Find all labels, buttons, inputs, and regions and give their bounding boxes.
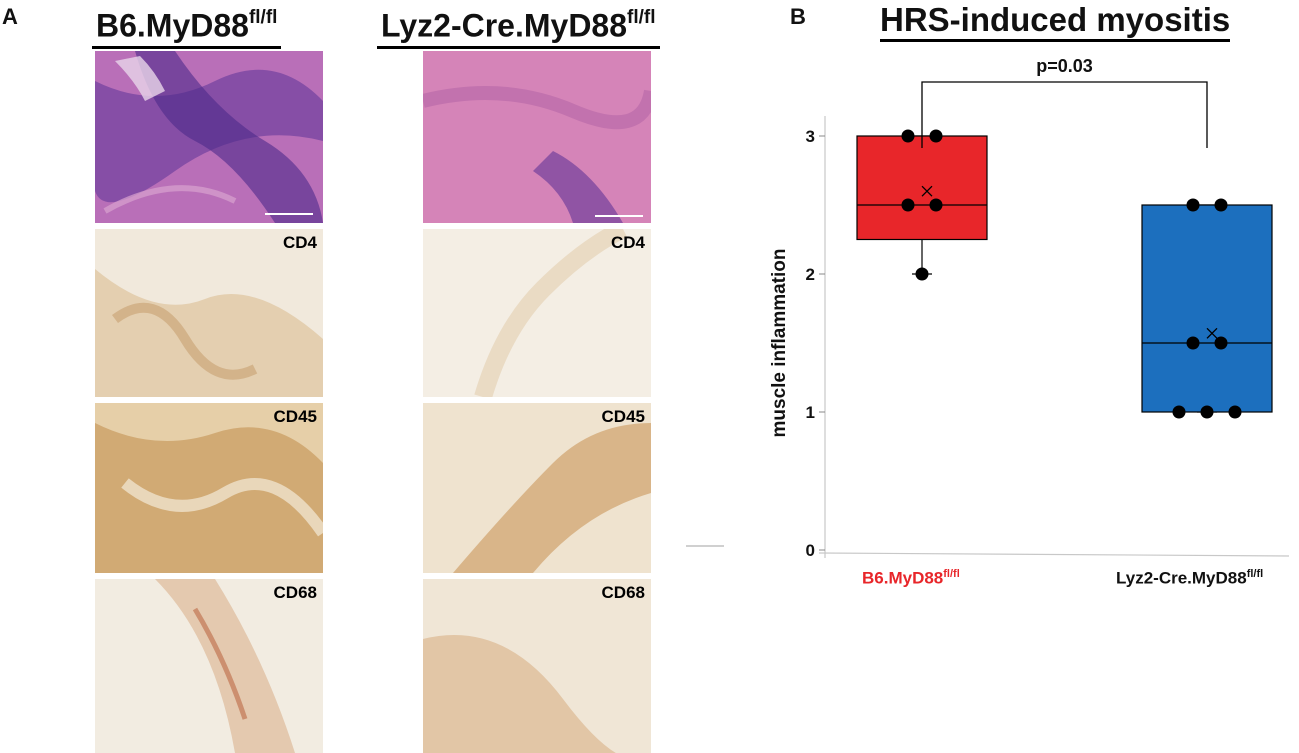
stain-label: CD68 [601, 583, 645, 602]
column-title-sup: fl/fl [248, 7, 278, 28]
he-stain-image-b6 [95, 51, 323, 223]
data-point [1172, 405, 1186, 419]
stain-label: CD4 [610, 233, 645, 252]
stain-label: CD4 [282, 233, 317, 252]
data-point [1214, 198, 1228, 212]
data-point [915, 267, 929, 281]
mean-marker [921, 185, 933, 197]
x-category-main: B6.MyD88 [862, 568, 944, 588]
chart-title: HRS-induced myositis [880, 2, 1231, 42]
y-tick-label: 1 [806, 403, 815, 422]
column-title-main: Lyz2-Cre.MyD88 [381, 7, 628, 44]
stain-label: CD45 [273, 407, 317, 426]
y-tick-label: 0 [806, 541, 815, 560]
data-point [1200, 405, 1214, 419]
x-category-main: Lyz2-Cre.MyD88 [1116, 568, 1247, 588]
he-stain-image-lyz2 [423, 51, 651, 223]
x-category-label-b6: B6.MyD88fl/fl [862, 568, 960, 589]
data-point [1214, 336, 1228, 350]
divider-line [686, 545, 724, 547]
panel-b-label: B [790, 4, 806, 29]
data-point [929, 129, 943, 143]
x-category-sup: fl/fl [1246, 568, 1264, 580]
data-point [1186, 198, 1200, 212]
data-point [1228, 405, 1242, 419]
box [856, 135, 988, 241]
data-point [901, 198, 915, 212]
stain-label: CD68 [273, 583, 317, 602]
box-plot: 0 1 2 3 muscle inflammation p=0.03 [769, 56, 1290, 560]
column-title-main: B6.MyD88 [96, 7, 249, 44]
cd4-stain-image-b6: CD4 [95, 229, 323, 397]
y-tick-label: 3 [806, 127, 815, 146]
column-title-sup: fl/fl [627, 7, 656, 28]
column-title-lyz2: Lyz2-Cre.MyD88fl/fl [377, 2, 660, 49]
significance-bracket [921, 81, 1208, 148]
cd45-stain-image-b6: CD45 [95, 403, 323, 573]
y-axis-label: muscle inflammation [769, 249, 790, 438]
x-category-label-lyz2: Lyz2-Cre.MyD88fl/fl [1116, 568, 1263, 589]
column-title-b6: B6.MyD88fl/fl [92, 2, 282, 49]
data-point [1186, 336, 1200, 350]
box [1141, 204, 1273, 413]
x-axis-line [818, 552, 1290, 557]
cd68-stain-image-lyz2: CD68 [423, 579, 651, 753]
data-point [901, 129, 915, 143]
cd45-stain-image-lyz2: CD45 [423, 403, 651, 573]
cd68-stain-image-b6: CD68 [95, 579, 323, 753]
significance-label: p=0.03 [1036, 56, 1093, 76]
cd4-stain-image-lyz2: CD4 [423, 229, 651, 397]
data-point [929, 198, 943, 212]
panel-a-label: A [2, 4, 18, 29]
x-category-sup: fl/fl [943, 568, 960, 580]
stain-label: CD45 [601, 407, 645, 426]
mean-marker [1206, 327, 1218, 339]
y-tick-label: 2 [806, 265, 815, 284]
